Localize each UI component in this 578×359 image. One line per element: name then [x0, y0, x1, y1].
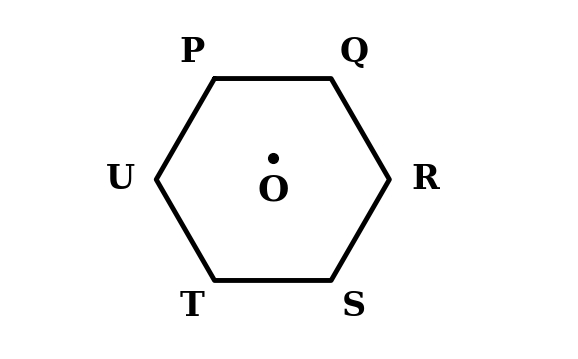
Text: P: P [179, 36, 205, 69]
Text: U: U [106, 163, 135, 196]
Text: S: S [342, 290, 366, 323]
Text: O: O [257, 174, 288, 208]
Text: Q: Q [339, 36, 368, 69]
Text: R: R [411, 163, 439, 196]
Text: T: T [179, 290, 204, 323]
